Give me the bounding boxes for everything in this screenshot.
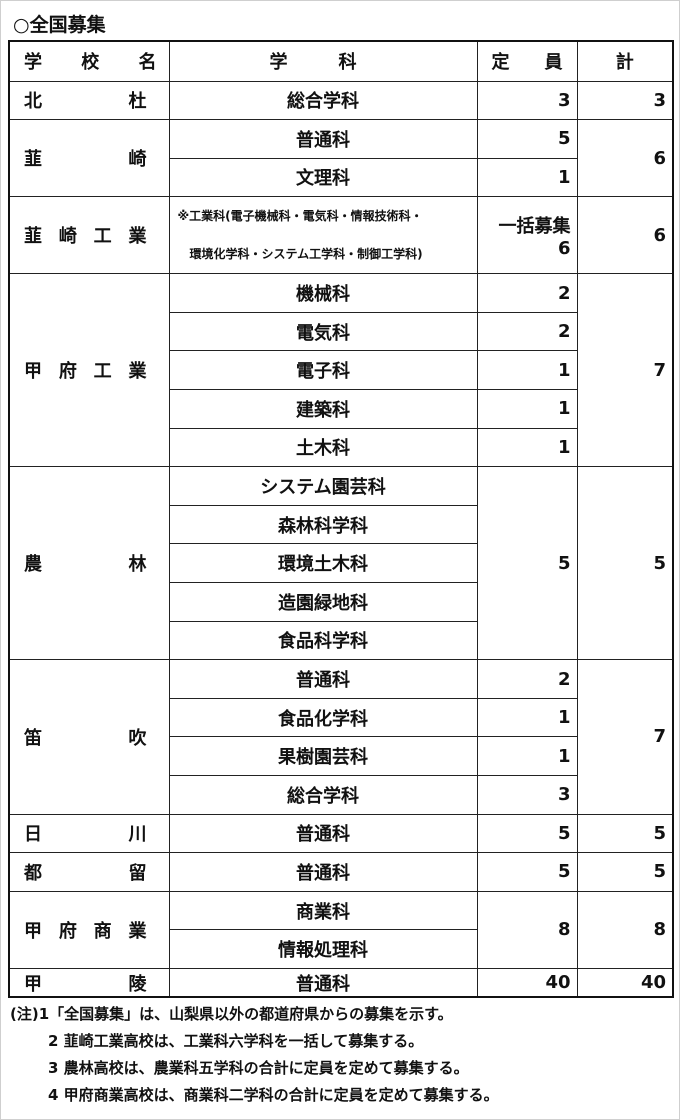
department-name: 普通科 [168, 852, 478, 892]
department-name: 食品科学科 [168, 620, 478, 661]
table-row: 建築科 1 [9, 389, 673, 429]
capacity: 2 [476, 311, 578, 352]
department-name: 電気科 [168, 311, 478, 352]
department-name: 食品化学科 [168, 697, 478, 738]
total: 6 [576, 119, 674, 198]
department-name: 土木科 [168, 427, 478, 468]
department-name: 文理科 [168, 157, 478, 198]
capacity: 3 [476, 80, 578, 121]
school-name: 笛吹 [8, 659, 170, 815]
table-row: 北杜 総合学科 3 3 [8, 80, 674, 121]
department-name: システム園芸科 [168, 466, 478, 506]
department-name: 普通科 [168, 659, 478, 699]
table-row: 甲府工業 機械科 2 7 [8, 273, 674, 468]
department-name: 果樹園芸科 [168, 736, 478, 776]
table-row: 韮崎 普通科 5 6 [8, 119, 674, 198]
department-name: 森林科学科 [168, 504, 478, 545]
department-name: 造園緑地科 [168, 582, 478, 622]
total: 7 [576, 659, 674, 815]
table-row: 韮崎工業 ※工業科(電子機械科・電気科・情報技術科・ 環境化学科・システム工学科・制… [8, 196, 674, 275]
capacity: 5 [476, 119, 578, 159]
table-row: 農林 システム園芸科 5 5 [8, 466, 674, 661]
capacity: 3 [476, 775, 578, 815]
department-name: 機械科 [168, 273, 478, 313]
school-name: 北杜 [8, 80, 170, 121]
capacity: 8 [476, 890, 578, 969]
capacity: 2 [476, 659, 578, 699]
school-name: 韮崎工業 [8, 196, 170, 275]
capacity: 1 [476, 350, 578, 391]
table-row: 都留 普通科 5 5 [8, 852, 674, 892]
capacity: 2 [476, 273, 578, 313]
capacity: 1 [476, 697, 578, 738]
school-name: 甲府工業 [8, 273, 170, 468]
capacity: 5 [476, 813, 578, 854]
capacity: 5 [476, 852, 578, 892]
school-name: 農林 [8, 466, 170, 661]
capacity: 5 [476, 466, 578, 661]
total: 5 [576, 852, 674, 892]
recruitment-table: 学校名 学科 定員 計 北杜 総合学科 3 3 韮崎 普通科 5 6 文理科 1 韮崎工業 ※工業科(… [8, 40, 674, 999]
capacity: 一括募集 6 [476, 196, 578, 275]
department-name: 環境化学科・システム工学科・制御工学科) [189, 247, 423, 262]
school-name: 韮崎 [8, 119, 170, 198]
note: 3 農林高校は、農業科五学科の合計に定員を定めて募集する。 [48, 1059, 469, 1077]
school-name: 都留 [8, 852, 170, 892]
notes: (注)1「全国募集」は、山梨県以外の都道府県からの募集を示す。 2 韮崎工業高校… [10, 1001, 499, 1109]
department-name: 商業科 [168, 890, 478, 931]
table-row: 果樹園芸科 1 [9, 736, 673, 776]
total: 5 [576, 466, 674, 661]
note: (注)1「全国募集」は、山梨県以外の都道府県からの募集を示す。 [10, 1005, 453, 1023]
table-row: 電気科 2 [9, 311, 673, 352]
department-name: 普通科 [168, 967, 478, 998]
table-row: 総合学科 3 [9, 775, 673, 815]
header-total: 計 [576, 40, 674, 82]
table-row: 土木科 1 [9, 427, 673, 468]
school-name: 甲府商業 [8, 890, 170, 969]
header-department: 学科 [168, 40, 478, 82]
department-name: 電子科 [168, 350, 478, 391]
table-row: 食品化学科 1 [9, 697, 673, 738]
department-name: 普通科 [168, 119, 478, 159]
school-name: 甲陵 [8, 967, 170, 998]
note: 4 甲府商業高校は、商業科二学科の合計に定員を定めて募集する。 [48, 1086, 499, 1104]
department-name: 建築科 [168, 389, 478, 429]
table-row: 環境土木科 [9, 543, 673, 584]
total: 5 [576, 813, 674, 854]
header-school: 学校名 [8, 40, 170, 82]
department-name: 環境土木科 [168, 543, 478, 584]
table-row: 食品科学科 [9, 620, 673, 661]
capacity: 1 [476, 427, 578, 468]
header-capacity: 定員 [476, 40, 578, 82]
table-row: 造園緑地科 [9, 582, 673, 622]
department-name: 情報処理科 [168, 929, 478, 969]
total: 40 [576, 967, 674, 998]
table-row: 森林科学科 [9, 504, 673, 545]
capacity: 1 [476, 157, 578, 198]
capacity: 40 [476, 967, 578, 998]
department-name: ※工業科(電子機械科・電気科・情報技術科・ [177, 209, 423, 224]
table-row: 甲府商業 商業科 8 8 [8, 890, 674, 969]
total: 7 [576, 273, 674, 468]
table-row: 文理科 1 [9, 157, 673, 198]
department-cell: ※工業科(電子機械科・電気科・情報技術科・環境化学科・システム工学科・制御工学科… [168, 196, 478, 275]
department-name: 総合学科 [168, 775, 478, 815]
table-row: 笛吹 普通科 2 7 [8, 659, 674, 815]
capacity: 1 [476, 389, 578, 429]
header-row: 学校名 学科 定員 計 [8, 40, 674, 82]
table-row: 日川 普通科 5 5 [8, 813, 674, 854]
total: 8 [576, 890, 674, 969]
table-row: 情報処理科 [9, 929, 673, 969]
school-name: 日川 [8, 813, 170, 854]
department-name: 総合学科 [168, 80, 478, 121]
capacity: 1 [476, 736, 578, 776]
total: 3 [576, 80, 674, 121]
total: 6 [576, 196, 674, 275]
table-row: 甲陵 普通科 40 40 [8, 967, 674, 998]
section-title: ○全国募集 [13, 14, 106, 36]
note: 2 韮崎工業高校は、工業科六学科を一括して募集する。 [48, 1032, 424, 1050]
department-name: 普通科 [168, 813, 478, 854]
